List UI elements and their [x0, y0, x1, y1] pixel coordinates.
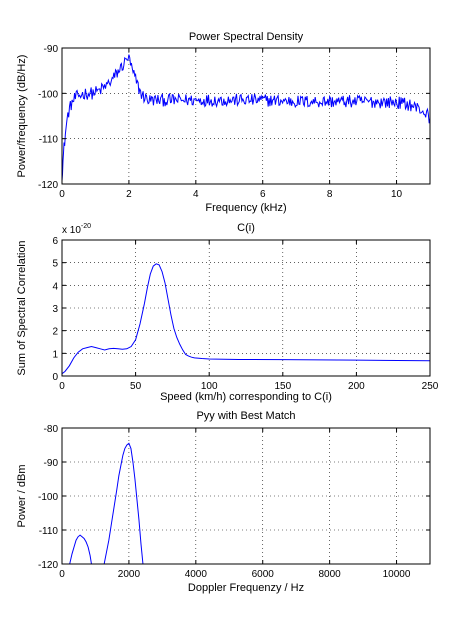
x-tick-label: 6 [260, 189, 266, 200]
y-tick-label: -90 [44, 458, 59, 469]
psd-title: Power Spectral Density [189, 31, 304, 43]
y-tick-label: -110 [39, 135, 59, 146]
correlation-title: C(i) [237, 222, 255, 234]
axes-frame [61, 47, 431, 185]
correlation-ylabel: Sum of Spectral Correlation [16, 240, 28, 375]
pyy-title: Pyy with Best Match [196, 410, 295, 422]
y-tick-label: -90 [44, 44, 59, 55]
psd-ylabel: Power/frequency (dB/Hz) [16, 55, 28, 178]
series-line-0 [62, 54, 430, 182]
x-tick-label: 0 [59, 569, 65, 580]
y-tick-label: 1 [52, 349, 58, 360]
x-tick-label: 8 [327, 189, 333, 200]
x-tick-label: 100 [201, 381, 218, 392]
series-line-0 [69, 534, 92, 564]
x-tick-label: 50 [130, 381, 142, 392]
x-tick-label: 6000 [252, 569, 275, 580]
psd-panel: Power Spectral Density Frequency (kHz) P… [16, 31, 431, 214]
x-tick-label: 0 [59, 381, 65, 392]
x-tick-label: 4 [193, 189, 199, 200]
y-tick-label: 0 [52, 372, 58, 383]
x-tick-label: 150 [274, 381, 291, 392]
psd-xlabel: Frequency (kHz) [205, 202, 286, 214]
series-line-1 [103, 442, 144, 564]
pyy-panel: Pyy with Best Match Doppler Frequenzy / … [16, 410, 431, 594]
y-tick-label: 2 [52, 327, 58, 338]
correlation-y-exponent: x 10-20 [62, 223, 91, 236]
y-tick-label: -110 [39, 526, 59, 537]
y-tick-label: 4 [52, 281, 58, 292]
x-tick-label: 0 [59, 189, 65, 200]
y-tick-label: -100 [38, 492, 58, 503]
pyy-ylabel: Power / dBm [16, 465, 28, 528]
x-tick-label: 2 [126, 189, 132, 200]
correlation-xlabel: Speed (km/h) corresponding to C(i) [160, 391, 332, 403]
x-tick-label: 2000 [118, 569, 141, 580]
x-tick-label: 8000 [319, 569, 342, 580]
correlation-panel: C(i) x 10-20 Speed (km/h) corresponding … [16, 222, 439, 403]
x-tick-label: 200 [348, 381, 365, 392]
x-tick-label: 250 [422, 381, 439, 392]
series-line-0 [62, 263, 430, 375]
x-tick-label: 10 [391, 189, 403, 200]
y-tick-label: 6 [52, 236, 58, 247]
y-tick-label: -120 [38, 560, 58, 571]
y-tick-label: 5 [52, 259, 58, 270]
y-tick-label: -80 [44, 424, 59, 435]
y-tick-label: -100 [38, 89, 58, 100]
x-tick-label: 4000 [185, 569, 208, 580]
x-tick-label: 10000 [383, 569, 411, 580]
pyy-xlabel: Doppler Frequenzy / Hz [188, 582, 304, 594]
y-tick-label: 3 [52, 304, 58, 315]
y-tick-label: -120 [38, 180, 58, 191]
